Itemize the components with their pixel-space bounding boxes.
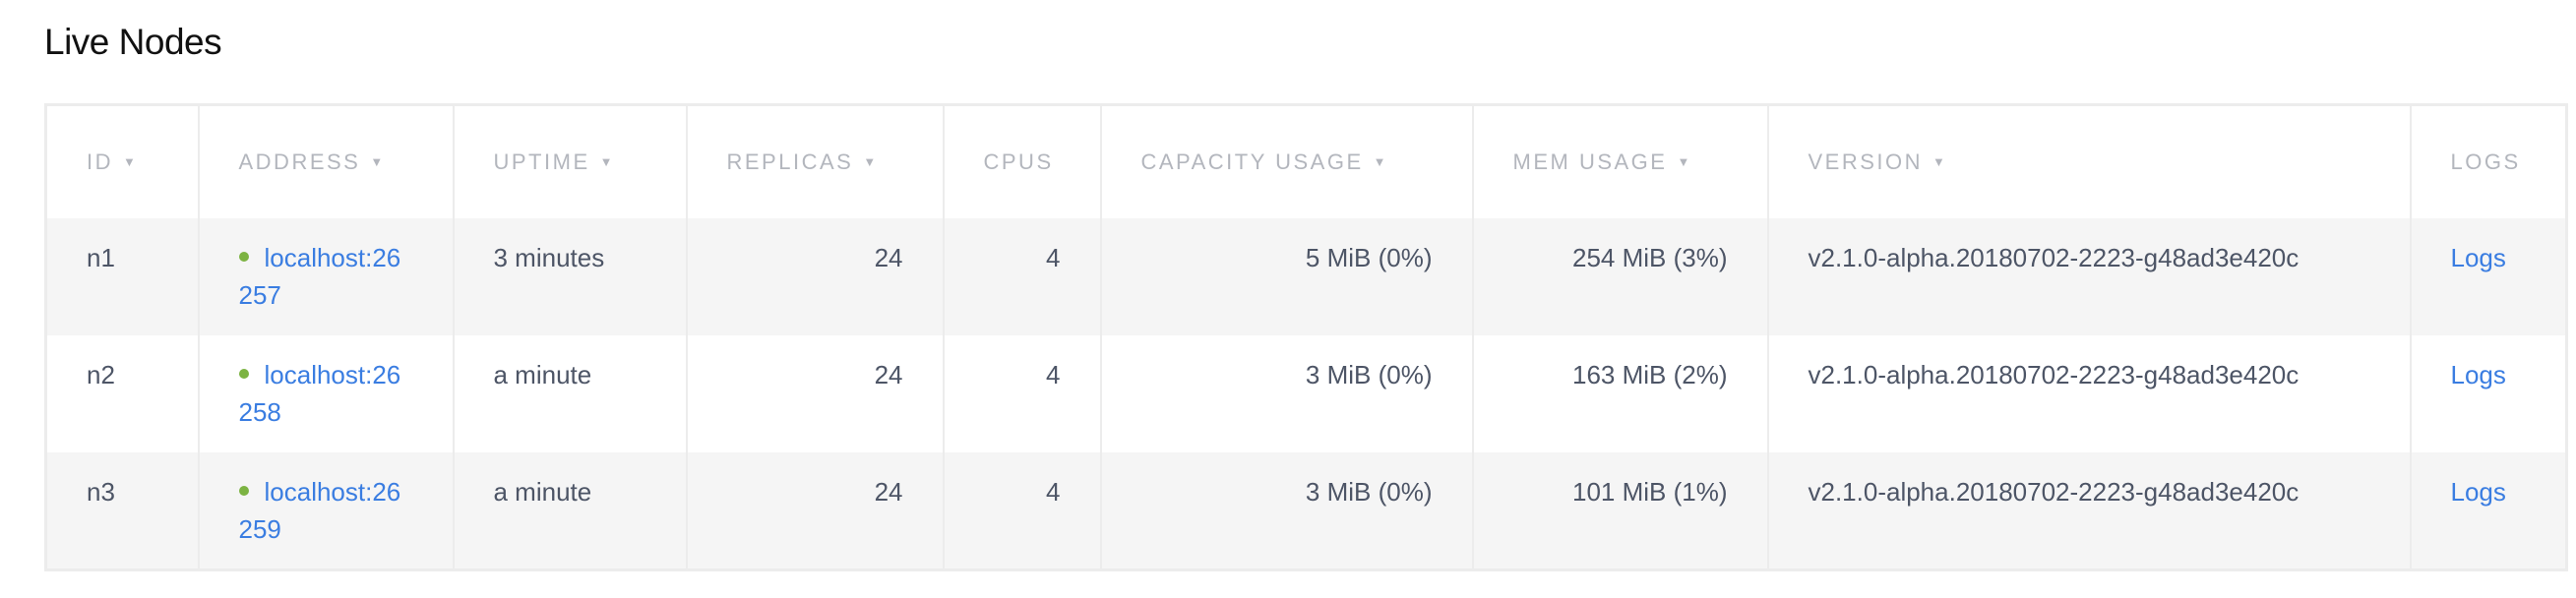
table-row: n2 localhost:26258 a minute 24 4 3 MiB (…	[44, 335, 2568, 452]
node-address-link[interactable]: localhost:26258	[238, 360, 401, 427]
column-header-version[interactable]: VERSION ▼	[1766, 104, 2412, 218]
node-cpus: 4	[942, 218, 1102, 335]
node-address-link[interactable]: localhost:26257	[238, 243, 401, 310]
node-replicas: 24	[685, 218, 945, 335]
node-replicas: 24	[685, 335, 945, 452]
sort-arrow-icon[interactable]: ▼	[599, 154, 613, 169]
column-header-capacity-usage[interactable]: CAPACITY USAGE ▼	[1099, 104, 1474, 218]
sort-arrow-icon[interactable]: ▼	[1932, 154, 1945, 169]
node-logs-cell: Logs	[2409, 335, 2568, 452]
column-header-address[interactable]: ADDRESS ▼	[197, 104, 455, 218]
node-id: n2	[44, 335, 200, 452]
column-header-cpus: CPUS	[942, 104, 1102, 218]
sort-arrow-icon[interactable]: ▼	[1373, 154, 1386, 169]
column-header-label: UPTIME	[493, 150, 590, 174]
node-logs-cell: Logs	[2409, 218, 2568, 335]
node-mem-usage: 101 MiB (1%)	[1471, 452, 1769, 569]
logs-link[interactable]: Logs	[2450, 243, 2506, 272]
column-header-uptime[interactable]: UPTIME ▼	[452, 104, 688, 218]
sort-arrow-icon[interactable]: ▼	[123, 154, 136, 169]
node-capacity-usage: 3 MiB (0%)	[1099, 452, 1474, 569]
node-address-cell: localhost:26259	[197, 452, 455, 569]
table-row: n3 localhost:26259 a minute 24 4 3 MiB (…	[44, 452, 2568, 569]
node-version: v2.1.0-alpha.20180702-2223-g48ad3e420c	[1766, 335, 2412, 452]
column-header-logs: LOGS	[2409, 104, 2568, 218]
page-title: Live Nodes	[44, 22, 222, 62]
node-capacity-usage: 3 MiB (0%)	[1099, 335, 1474, 452]
status-live-icon	[238, 486, 249, 496]
live-nodes-table: ID ▼ ADDRESS ▼ UPTIME ▼ REPLICAS ▼ CPUS CAPACITY …	[44, 103, 2568, 571]
status-live-icon	[238, 252, 249, 262]
node-id: n3	[44, 452, 200, 569]
node-id: n1	[44, 218, 200, 335]
node-replicas: 24	[685, 452, 945, 569]
node-capacity-usage: 5 MiB (0%)	[1099, 218, 1474, 335]
node-version: v2.1.0-alpha.20180702-2223-g48ad3e420c	[1766, 452, 2412, 569]
node-logs-cell: Logs	[2409, 452, 2568, 569]
column-header-mem-usage[interactable]: MEM USAGE ▼	[1471, 104, 1769, 218]
node-uptime: 3 minutes	[452, 218, 688, 335]
sort-arrow-icon[interactable]: ▼	[1677, 154, 1690, 169]
sort-arrow-icon[interactable]: ▼	[370, 154, 384, 169]
column-header-label: CAPACITY USAGE	[1140, 150, 1364, 174]
table-header-row: ID ▼ ADDRESS ▼ UPTIME ▼ REPLICAS ▼ CPUS CAPACITY …	[44, 104, 2568, 218]
column-header-replicas[interactable]: REPLICAS ▼	[685, 104, 945, 218]
node-cpus: 4	[942, 335, 1102, 452]
column-header-label: MEM USAGE	[1512, 150, 1668, 174]
node-uptime: a minute	[452, 452, 688, 569]
status-live-icon	[238, 369, 249, 379]
logs-link[interactable]: Logs	[2450, 477, 2506, 507]
node-uptime: a minute	[452, 335, 688, 452]
node-address-link[interactable]: localhost:26259	[238, 477, 401, 544]
node-address-cell: localhost:26258	[197, 335, 455, 452]
column-header-label: REPLICAS	[726, 150, 854, 174]
node-address-cell: localhost:26257	[197, 218, 455, 335]
column-header-label: VERSION	[1808, 150, 1924, 174]
column-header-label: ID	[87, 150, 113, 174]
node-cpus: 4	[942, 452, 1102, 569]
column-header-label: ADDRESS	[238, 150, 361, 174]
column-header-label: CPUS	[983, 150, 1054, 174]
column-header-id[interactable]: ID ▼	[44, 104, 200, 218]
node-version: v2.1.0-alpha.20180702-2223-g48ad3e420c	[1766, 218, 2412, 335]
table-row: n1 localhost:26257 3 minutes 24 4 5 MiB …	[44, 218, 2568, 335]
column-header-label: LOGS	[2450, 150, 2521, 174]
sort-arrow-icon[interactable]: ▼	[863, 154, 877, 169]
node-mem-usage: 254 MiB (3%)	[1471, 218, 1769, 335]
node-mem-usage: 163 MiB (2%)	[1471, 335, 1769, 452]
logs-link[interactable]: Logs	[2450, 360, 2506, 389]
